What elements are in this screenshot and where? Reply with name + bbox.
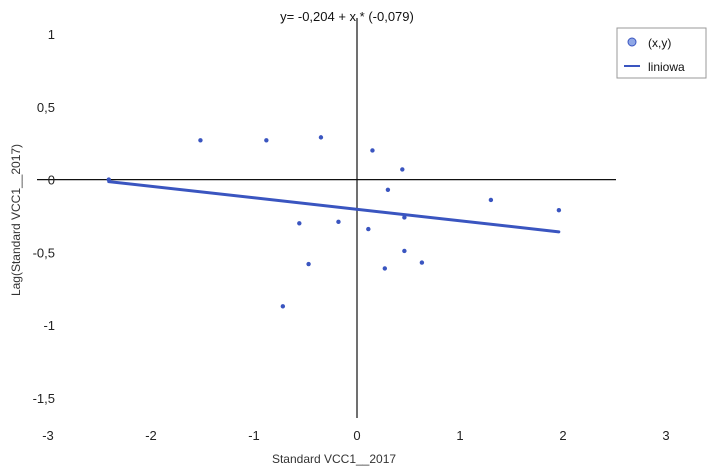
scatter-point [318,135,324,140]
scatter-point [488,197,494,203]
scatter-point [336,219,341,225]
scatter-point [556,207,562,213]
y-tick-label: -1 [43,318,55,333]
x-tick-label: -2 [145,428,157,443]
legend: (x,y) liniowa [616,27,707,79]
x-tick-label: 0 [353,428,360,443]
scatter-point [370,148,375,153]
y-tick-label: 1 [48,27,55,42]
x-tick-label: 1 [456,428,463,443]
scatter-point [297,221,302,226]
regression-line [107,180,561,234]
x-tick-label: 2 [559,428,566,443]
scatter-point [402,215,407,220]
y-axis-label: Lag(Standard VCC1__2017) [9,144,23,296]
x-tick-label: -3 [42,428,54,443]
scatter-point [402,248,407,254]
y-tick-label: -1,5 [33,391,55,406]
legend-marker-points [627,37,637,47]
scatter-point [264,138,269,143]
y-tick-labels: 1 0,5 0 -0,5 -1 -1,5 [33,27,55,406]
y-tick-label: 0 [48,173,55,188]
scatter-points [106,135,562,309]
x-tick-labels: -3 -2 -1 0 1 2 3 [42,428,669,443]
x-tick-label: -1 [248,428,260,443]
legend-label-line: liniowa [648,60,685,74]
y-tick-label: 0,5 [37,100,55,115]
legend-label-points: (x,y) [648,36,671,50]
scatter-point [419,260,425,265]
scatter-point [280,304,286,309]
scatter-point [306,261,311,267]
x-axis-label: Standard VCC1__2017 [272,452,396,466]
axes [37,18,616,418]
scatter-point [106,177,111,182]
scatter-point [400,167,405,172]
x-tick-label: 3 [662,428,669,443]
y-tick-label: -0,5 [33,245,55,260]
scatter-point [382,266,388,271]
scatter-point [385,187,391,192]
regression-line-group [107,180,561,234]
chart-title: y= -0,204 + x * (-0,079) [280,9,414,24]
legend-box [616,27,707,79]
scatter-point [366,226,371,232]
scatter-point [198,138,203,143]
